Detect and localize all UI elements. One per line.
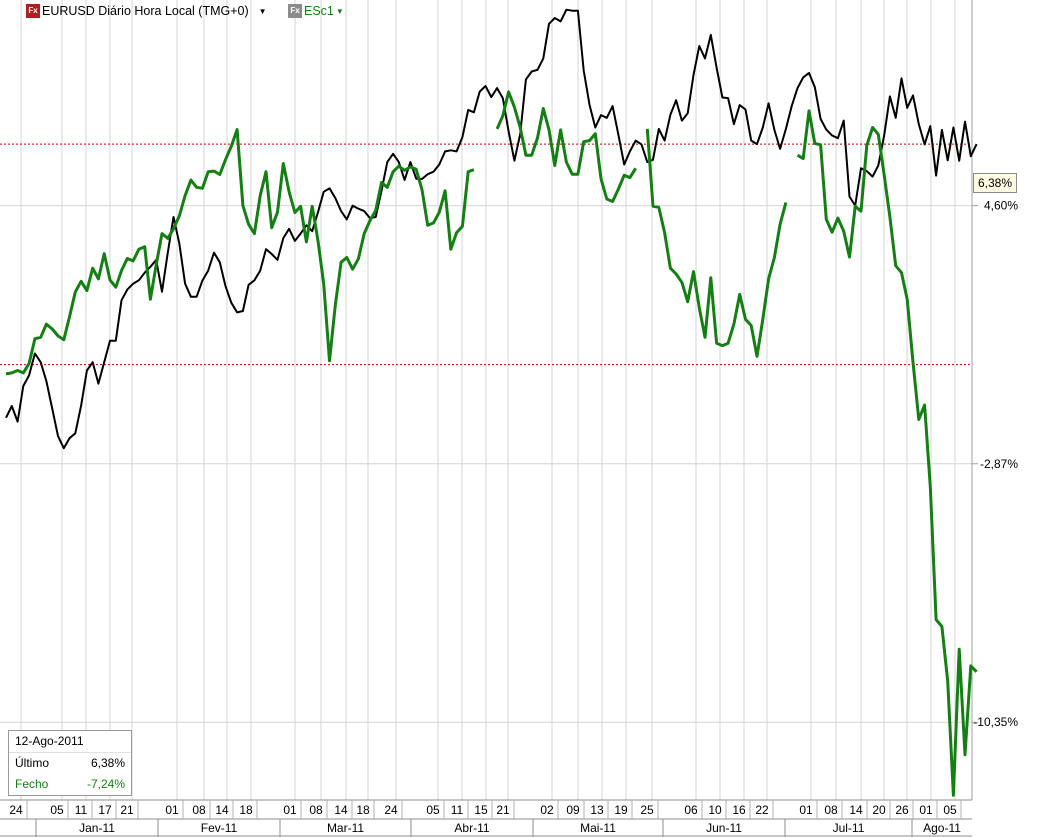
data-window-date: 12-Ago-2011 [9,731,131,753]
x-day-label: 21 [496,803,510,817]
chevron-down-icon[interactable]: ▼ [258,6,267,16]
x-day-label: 05 [50,803,64,817]
data-window-row-close: Fecho -7,24% [15,777,125,791]
x-day-label: 14 [849,803,863,817]
x-month-label: Jan-11 [79,821,115,835]
x-day-label: 24 [384,803,398,817]
x-day-label: 08 [824,803,838,817]
y-tick-label: 4,60% [984,199,1018,213]
x-day-label: 25 [640,803,654,817]
x-month-label: Ago-11 [923,821,961,835]
x-day-label: 01 [919,803,933,817]
x-month-label: Jun-11 [706,821,742,835]
study-header[interactable]: Fx ESc1 ▼ [288,1,344,21]
x-day-label: 02 [540,803,554,817]
x-day-label: 11 [75,803,88,817]
x-day-label: 09 [566,803,580,817]
x-day-label: 22 [755,803,769,817]
x-day-label: 17 [98,803,112,817]
x-day-label: 13 [590,803,604,817]
x-day-label: 01 [283,803,297,817]
x-axis: 24 05 11 17 21 01 08 14 18 01 08 14 18 24 05 11 15 21 02 09… [0,799,972,837]
x-day-label: 01 [165,803,179,817]
horizontal-gridlines [0,205,972,723]
study-label: ESc1 [304,4,334,18]
x-day-label: 19 [614,803,628,817]
x-month-label: Abr-11 [454,821,489,835]
x-day-label: 08 [192,803,206,817]
chevron-down-icon[interactable]: ▼ [335,6,344,16]
x-day-label: 10 [708,803,722,817]
x-day-label: 05 [943,803,957,817]
vertical-gridlines [20,0,956,800]
x-day-label: 24 [9,803,23,817]
x-month-label: Mar-11 [327,821,364,835]
series-line-esc1 [5,90,978,797]
x-month-label: Mai-11 [580,821,616,835]
x-day-label: 11 [451,803,464,817]
x-day-label: 16 [732,803,746,817]
symbol-header[interactable]: Fx EURUSD Diário Hora Local (TMG+0) ▼ [26,1,267,21]
x-day-label: 08 [309,803,323,817]
x-day-label: 14 [334,803,348,817]
x-day-label: 15 [474,803,488,817]
series-lines [5,8,978,797]
data-window-row-last: Último 6,38% [15,756,125,770]
x-month-label: Jul-11 [833,821,865,835]
x-day-label: 05 [426,803,440,817]
x-day-label: 26 [895,803,909,817]
y-axis-labels: 4,60% -2,87% -10,35% [972,199,1018,729]
x-day-label: 18 [239,803,253,817]
x-day-label: 21 [120,803,134,817]
x-day-label: 06 [684,803,698,817]
fx-symbol-icon: Fx [26,4,40,18]
fx-study-icon: Fx [288,4,302,18]
x-day-label: 01 [799,803,813,817]
last-value-tag: 6,38% [973,173,1018,193]
chart-title: EURUSD Diário Hora Local (TMG+0) [42,4,249,18]
x-month-label: Fev-11 [201,821,238,835]
x-day-label: 14 [215,803,229,817]
data-window: 12-Ago-2011 Último 6,38% Fecho -7,24% [8,730,132,796]
x-day-label: 20 [872,803,886,817]
y-tick-label: -2,87% [980,457,1018,471]
x-day-label: 18 [356,803,370,817]
y-tick-label: -10,35% [973,715,1018,729]
series-line-eurusd [5,8,978,450]
